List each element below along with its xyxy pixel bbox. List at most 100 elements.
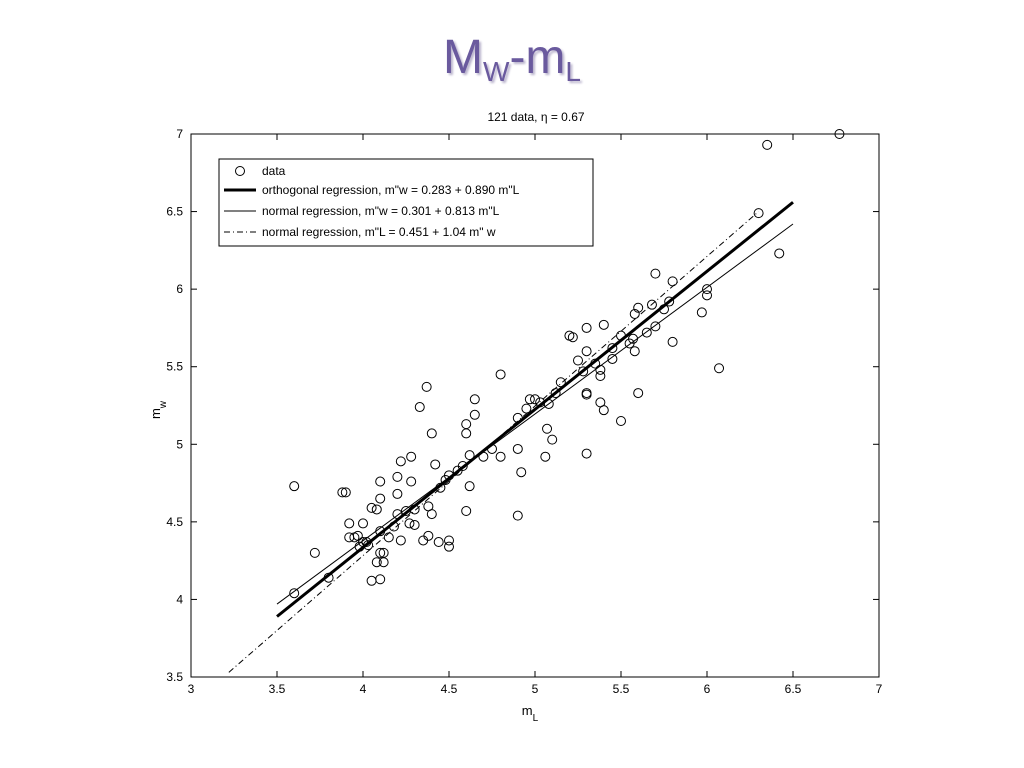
- slide-title-mid: -m: [509, 31, 566, 84]
- data-point: [598, 405, 609, 416]
- y-tick-label: 7: [176, 127, 183, 141]
- data-point: [762, 139, 773, 150]
- data-point: [650, 268, 661, 279]
- data-point: [578, 366, 589, 377]
- data-point: [516, 467, 527, 478]
- data-point: [702, 290, 712, 301]
- data-point: [524, 394, 535, 405]
- data-point: [595, 364, 606, 375]
- data-point: [444, 470, 454, 481]
- y-axis-label: mw: [148, 400, 169, 419]
- data-point: [633, 388, 644, 399]
- data-point: [409, 504, 420, 515]
- x-axis-label-sub: L: [533, 713, 539, 724]
- data-point: [426, 428, 437, 439]
- x-tick-label: 4: [360, 682, 367, 696]
- data-point: [409, 519, 420, 530]
- x-tick-label: 4.5: [441, 682, 458, 696]
- data-point: [375, 574, 386, 585]
- x-tick-label: 3: [188, 682, 195, 696]
- data-point: [289, 588, 300, 599]
- data-point: [607, 343, 618, 354]
- data-point: [344, 518, 355, 529]
- data-point: [714, 363, 725, 374]
- x-tick-label: 5.5: [613, 682, 630, 696]
- data-point: [375, 493, 386, 504]
- data-point: [352, 530, 363, 541]
- data-point: [495, 369, 506, 380]
- data-point: [371, 557, 382, 568]
- data-point: [344, 532, 355, 543]
- data-point: [366, 575, 377, 586]
- legend-marker-data: [235, 166, 245, 176]
- data-point: [542, 423, 553, 434]
- data-point: [337, 487, 348, 498]
- data-points: [289, 129, 845, 599]
- data-point: [404, 518, 415, 529]
- data-point: [378, 557, 389, 568]
- data-point: [641, 327, 652, 338]
- data-point: [406, 451, 417, 462]
- data-point: [366, 502, 377, 513]
- legend-label-data: data: [262, 164, 286, 178]
- data-point: [495, 451, 506, 462]
- data-point: [457, 461, 468, 472]
- legend: data orthogonal regression, m"w = 0.283 …: [218, 158, 594, 247]
- x-tick-label: 5: [532, 682, 539, 696]
- data-point: [461, 428, 472, 439]
- data-point: [616, 416, 626, 427]
- data-point: [358, 518, 368, 529]
- data-point: [512, 443, 523, 454]
- data-point: [555, 377, 566, 388]
- data-point: [650, 321, 661, 332]
- data-point: [478, 451, 489, 462]
- data-point: [573, 355, 583, 366]
- data-point: [646, 299, 657, 310]
- data-point: [469, 394, 480, 405]
- data-point: [444, 541, 454, 552]
- slide-title-sub-w: W: [483, 56, 510, 87]
- legend-label-normal-l: normal regression, m"L = 0.451 + 1.04 m"…: [262, 225, 496, 239]
- y-tick-label: 5.5: [166, 360, 183, 374]
- y-tick-label: 6.5: [166, 205, 183, 219]
- data-point: [521, 403, 532, 414]
- chart-title: 121 data, η = 0.67: [487, 110, 584, 124]
- data-point: [433, 537, 444, 548]
- data-point: [595, 371, 606, 382]
- data-point: [435, 482, 446, 493]
- data-point: [702, 284, 712, 295]
- data-point: [375, 476, 386, 487]
- data-point: [418, 535, 429, 546]
- data-point: [512, 412, 523, 423]
- y-tick-label: 3.5: [166, 670, 183, 684]
- data-point: [633, 302, 644, 313]
- y-tick-label: 6: [176, 282, 183, 296]
- data-point: [423, 530, 434, 541]
- data-point: [361, 537, 372, 548]
- data-point: [464, 450, 475, 461]
- legend-label-normal-w: normal regression, m"w = 0.301 + 0.813 m…: [262, 204, 500, 218]
- data-point: [581, 389, 592, 400]
- y-tick-label: 4: [176, 592, 183, 606]
- x-axis-label: mL: [522, 703, 539, 724]
- data-point: [383, 532, 394, 543]
- data-point: [581, 322, 592, 333]
- data-point: [616, 330, 626, 341]
- axis-ticks: 3 3.5 4 4.5 5 5.5 6 6.5 7 3.5 4 4.5 5 5.5 6 6.5 7: [166, 127, 882, 696]
- x-tick-label: 6.5: [785, 682, 802, 696]
- data-point: [358, 537, 368, 548]
- y-tick-label: 5: [176, 437, 183, 451]
- data-point: [667, 336, 678, 347]
- regression-line-dashdot: [228, 211, 759, 673]
- data-point: [395, 535, 406, 546]
- x-axis-label-main: m: [522, 703, 533, 718]
- data-point: [289, 481, 300, 492]
- data-point: [547, 434, 558, 445]
- data-point: [629, 308, 640, 319]
- data-point: [392, 509, 403, 520]
- x-tick-label: 6: [704, 682, 711, 696]
- data-point: [512, 510, 523, 521]
- legend-box: [218, 158, 594, 247]
- data-point: [607, 353, 618, 364]
